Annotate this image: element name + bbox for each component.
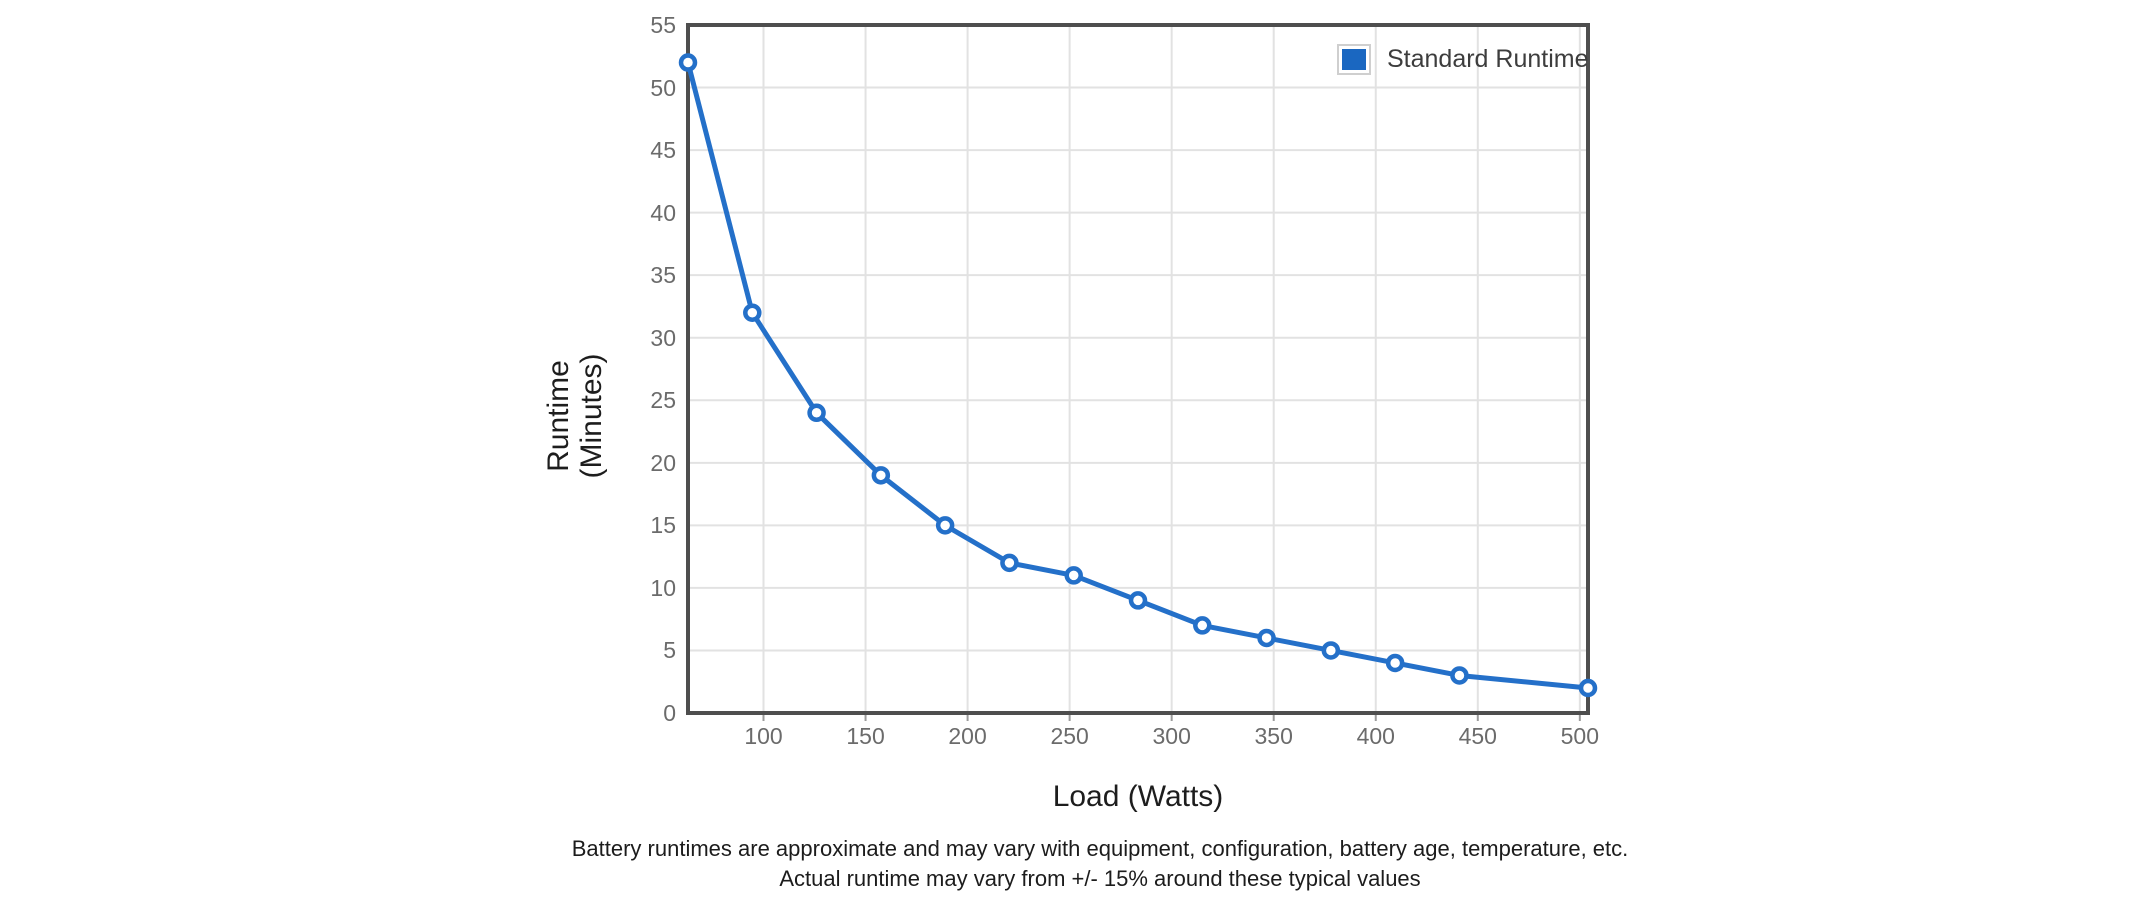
x-tick-label: 200 [948,723,987,749]
data-point-marker [871,466,891,485]
x-tick-label: 350 [1254,723,1293,749]
y-axis-title: Runtime (Minutes) [542,353,608,478]
legend-swatch-box [1337,44,1371,75]
x-tick-label: 450 [1458,723,1497,749]
y-axis-title-line2: (Minutes) [575,353,608,479]
x-axis-title: Load (Watts) [1052,780,1224,813]
data-point-marker [678,53,698,72]
data-point-marker [1064,566,1083,585]
data-point-marker [1450,666,1469,685]
runtime-line [685,60,1591,691]
data-point-marker [1321,641,1341,660]
y-axis-title-line1: Runtime [542,360,575,472]
y-tick-label: 45 [650,137,676,164]
data-point-marker [1128,591,1148,610]
y-tick-label: 20 [650,449,676,476]
x-tick-label: 250 [1050,723,1089,749]
data-point-marker [807,403,826,423]
data-point-marker [935,516,955,535]
legend-label: Standard Runtime [1387,45,1589,73]
y-tick-label: 35 [650,262,676,289]
y-tick-label: 25 [650,387,676,414]
y-tick-label: 10 [650,574,676,601]
x-tick-label: 300 [1152,723,1191,749]
data-point-marker [1578,678,1598,698]
footnote-line1: Battery runtimes are approximate and may… [571,836,1629,861]
footnote-line2: Actual runtime may vary from +/- 15% aro… [779,866,1421,891]
data-point-marker [1257,628,1276,648]
legend-swatch-icon [1342,49,1366,70]
y-tick-label: 0 [663,700,676,726]
y-tick-label: 5 [663,637,676,664]
x-tick-label: 500 [1560,723,1600,749]
data-point-marker [1000,553,1019,573]
y-tick-label: 40 [650,199,676,226]
x-tick-label: 150 [846,723,885,749]
x-tick-label: 100 [744,723,783,749]
y-tick-label: 15 [650,512,676,539]
data-point-marker [1193,616,1212,635]
data-point-marker [1385,653,1405,673]
footnote: Battery runtimes are approximate and may… [24,834,2152,894]
y-tick-label: 55 [650,12,676,38]
y-tick-label: 50 [650,74,676,101]
data-point-marker [743,303,762,322]
x-tick-label: 400 [1356,723,1395,749]
y-tick-label: 30 [650,324,676,351]
legend: Standard Runtime [1337,44,1589,75]
plot-border [686,23,1590,715]
